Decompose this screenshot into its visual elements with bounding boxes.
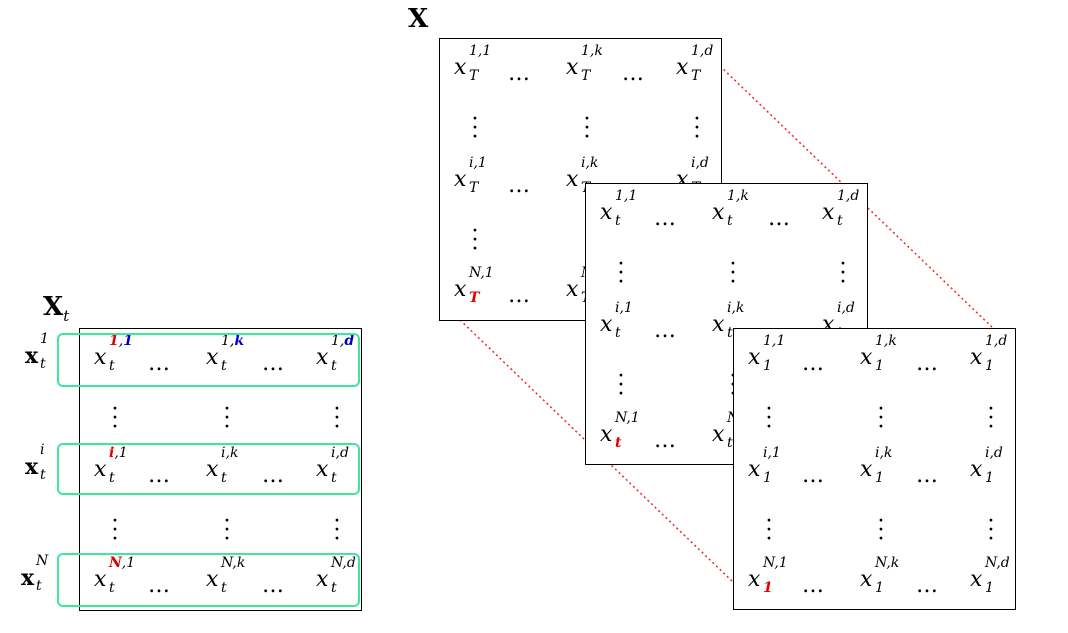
xt-hdots-1-0: … xyxy=(148,463,172,488)
front-vdots-0-0: · · · xyxy=(765,397,773,440)
xt-entry-0-1: x 1,k t xyxy=(206,333,245,374)
back-vdots-0-2: · · · xyxy=(693,107,701,150)
xt-entry-2-1: x N,k t xyxy=(206,555,246,596)
mid-entry-0-1: x 1,k t xyxy=(712,188,749,229)
front-hdots-2-0: … xyxy=(802,573,826,598)
tensor-title-text: X xyxy=(408,4,429,34)
front-hdots-2-1: … xyxy=(916,573,940,598)
front-entry-0-2: x 1,d 1 xyxy=(970,333,1008,374)
front-entry-1-0: x i,1 1 xyxy=(748,445,781,486)
back-entry-1-0: x i,1 T xyxy=(454,155,487,196)
front-entry-2-1: x N,k 1 xyxy=(860,555,900,596)
back-entry-2-0: x N,1 T xyxy=(454,265,494,306)
row-highlight-N xyxy=(57,553,360,607)
xt-entry-0-2: x 1,d t xyxy=(316,333,355,374)
front-vdots-0-2: · · · xyxy=(987,397,995,440)
xt-hdots-1-1: … xyxy=(262,463,286,488)
slice-title-text: X xyxy=(43,292,64,322)
xt-vdots-1-0: · · · xyxy=(111,509,119,552)
mid-entry-2-0: x N,1 t xyxy=(600,410,640,451)
xt-entry-1-0: x i,1 t xyxy=(94,445,128,486)
mid-entry-0-0: x 1,1 t xyxy=(600,188,638,229)
front-vdots-1-1: · · · xyxy=(877,509,885,552)
mid-vdots-0-0: · · · xyxy=(617,252,625,295)
front-vdots-0-1: · · · xyxy=(877,397,885,440)
mid-entry-0-2: x 1,d t xyxy=(822,188,860,229)
front-entry-2-2: x N,d 1 xyxy=(970,555,1010,596)
back-vdots-0-1: · · · xyxy=(583,107,591,150)
back-hdots-0-0: … xyxy=(508,61,532,86)
row-highlight-1 xyxy=(57,333,360,387)
mid-entry-2-1: xNt xyxy=(712,411,739,451)
xt-vdots-0-0: · · · xyxy=(111,397,119,440)
mid-vdots-0-2: · · · xyxy=(839,252,847,295)
xt-hdots-0-1: … xyxy=(262,351,286,376)
front-entry-0-1: x 1,k 1 xyxy=(860,333,897,374)
front-hdots-1-0: … xyxy=(802,463,826,488)
front-entry-2-0: x N,1 1 xyxy=(748,555,788,596)
xt-entry-2-2: x N,d t xyxy=(316,555,356,596)
matrix-slice-1: x 1,1 1 x 1,k 1 x 1,d 1 x i,1 1 x i,k 1 x i,d 1 x N,1 1 x N,k 1… xyxy=(733,328,1016,610)
front-entry-1-1: x i,k 1 xyxy=(860,445,893,486)
front-vdots-1-0: · · · xyxy=(765,509,773,552)
matrix-xt: x 1,1 t x 1,k t x 1,d t x i,1 t x i,k t x i,d t x N,1 t x N,k t… xyxy=(79,328,362,611)
xt-vdots-1-2: · · · xyxy=(333,509,341,552)
back-entry-0-2: x 1,d T xyxy=(676,43,714,84)
xt-hdots-0-0: … xyxy=(148,351,172,376)
mid-vdots-1-0: · · · xyxy=(617,364,625,407)
front-entry-0-0: x 1,1 1 xyxy=(748,333,786,374)
xt-hdots-2-1: … xyxy=(262,573,286,598)
back-hdots-1-0: … xyxy=(508,173,532,198)
back-hdots-0-1: … xyxy=(622,61,646,86)
slice-title-sub: t xyxy=(63,307,70,325)
front-hdots-0-0: … xyxy=(802,351,826,376)
back-vdots-0-0: · · · xyxy=(471,107,479,150)
back-hdots-2-0: … xyxy=(508,283,532,308)
mid-entry-1-1: x i,k t xyxy=(712,300,745,341)
back-vdots-1-0: · · · xyxy=(471,219,479,262)
mid-vdots-0-1: · · · xyxy=(729,252,737,295)
mid-hdots-2-0: … xyxy=(654,428,678,453)
back-entry-0-1: x 1,k T xyxy=(566,43,603,84)
xt-vdots-0-2: · · · xyxy=(333,397,341,440)
xt-vdots-1-1: · · · xyxy=(223,509,231,552)
front-vdots-1-2: · · · xyxy=(987,509,995,552)
slice-title: Xt xyxy=(43,292,69,325)
xt-entry-2-0: x N,1 t xyxy=(94,555,136,596)
front-entry-1-2: x i,d 1 xyxy=(970,445,1003,486)
mid-hdots-0-1: … xyxy=(768,206,792,231)
mid-entry-1-0: x i,1 t xyxy=(600,300,633,341)
front-hdots-0-1: … xyxy=(916,351,940,376)
xt-vdots-0-1: · · · xyxy=(223,397,231,440)
mid-hdots-0-0: … xyxy=(654,206,678,231)
connector-bottom-left xyxy=(459,319,734,583)
back-entry-1-1: xi,kT xyxy=(566,155,599,195)
xt-entry-1-1: x i,k t xyxy=(206,445,239,486)
front-hdots-1-1: … xyxy=(916,463,940,488)
back-entry-0-0: x 1,1 T xyxy=(454,43,492,84)
xt-hdots-2-0: … xyxy=(148,573,172,598)
row-highlight-i xyxy=(57,443,360,495)
xt-entry-1-2: x i,d t xyxy=(316,445,349,486)
back-entry-2-1: xNT xyxy=(566,266,593,305)
xt-entry-0-0: x 1,1 t xyxy=(94,333,133,374)
tensor-title: X xyxy=(408,4,428,34)
mid-hdots-1-0: … xyxy=(654,318,678,343)
